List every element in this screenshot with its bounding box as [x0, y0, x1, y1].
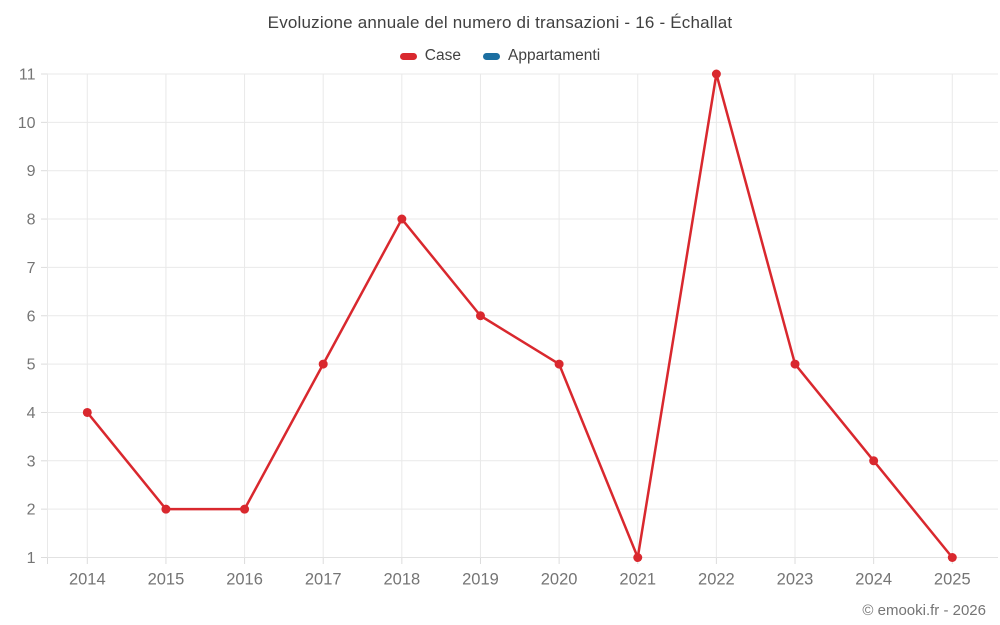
x-tick-label: 2014	[69, 571, 106, 589]
x-tick-label: 2017	[305, 571, 342, 589]
chart-legend: Case Appartamenti	[0, 45, 1000, 67]
chart-title: Evoluzione annuale del numero di transaz…	[267, 13, 733, 32]
data-point-case-2020[interactable]	[554, 359, 564, 369]
y-tick-label: 1	[27, 550, 36, 567]
data-point-case-2019[interactable]	[475, 311, 485, 321]
y-tick-label: 2	[27, 502, 36, 519]
y-tick-label: 7	[27, 260, 36, 277]
x-tick-label: 2019	[462, 571, 499, 589]
legend-item-case[interactable]: Case	[399, 47, 461, 65]
data-point-case-2023[interactable]	[790, 359, 800, 369]
x-tick-label: 2016	[226, 571, 263, 589]
data-point-case-2017[interactable]	[318, 359, 328, 369]
x-tick-label: 2021	[619, 571, 656, 589]
y-tick-label: 4	[27, 405, 36, 422]
y-tick-label: 10	[18, 115, 36, 132]
data-point-case-2025[interactable]	[947, 553, 957, 562]
chart-footer: © emooki.fr - 2026	[862, 602, 986, 619]
data-point-case-2015[interactable]	[161, 504, 171, 514]
legend-swatch-icon-appartamenti	[482, 52, 500, 60]
y-tick-label: 3	[27, 453, 36, 470]
data-point-case-2021[interactable]	[633, 553, 643, 562]
x-tick-label: 2020	[541, 571, 578, 589]
y-tick-label: 11	[19, 67, 36, 84]
legend-swatch-icon-case	[399, 52, 417, 60]
y-tick-label: 9	[27, 163, 36, 180]
x-tick-label: 2015	[148, 571, 185, 589]
data-point-case-2024[interactable]	[869, 456, 879, 466]
x-tick-label: 2023	[777, 571, 814, 589]
y-tick-label: 5	[27, 357, 36, 374]
data-point-case-2022[interactable]	[711, 69, 721, 79]
data-point-case-2018[interactable]	[397, 214, 407, 224]
legend-item-appartamenti[interactable]: Appartamenti	[482, 47, 601, 65]
y-tick-label: 8	[27, 212, 36, 229]
x-tick-label: 2025	[934, 571, 971, 589]
y-tick-label: 6	[27, 308, 36, 325]
data-point-case-2016[interactable]	[240, 504, 250, 514]
x-tick-label: 2024	[855, 571, 892, 589]
x-tick-label: 2018	[383, 571, 420, 589]
x-tick-label: 2022	[698, 571, 735, 589]
series-line-case	[86, 72, 954, 559]
legend-label-appartamenti: Appartamenti	[507, 47, 601, 64]
legend-label-case: Case	[424, 47, 461, 64]
data-point-case-2014[interactable]	[82, 407, 92, 417]
